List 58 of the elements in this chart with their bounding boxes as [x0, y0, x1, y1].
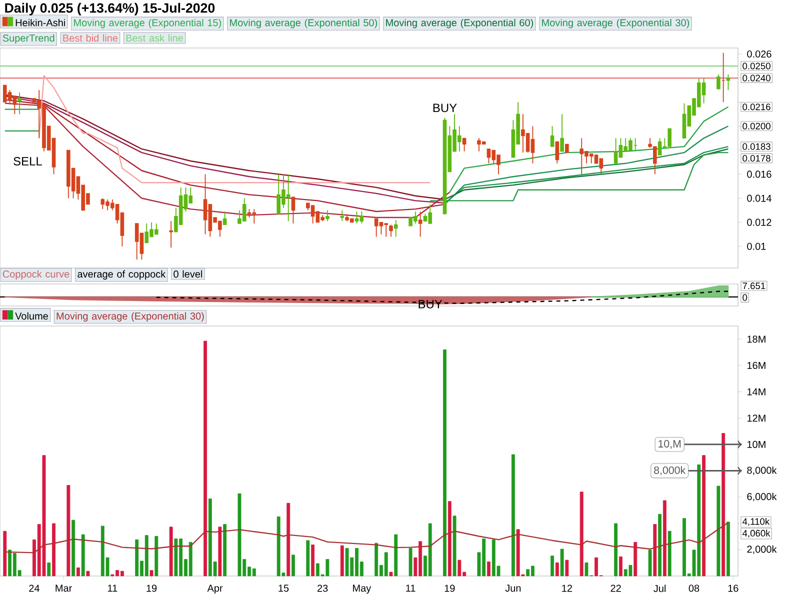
text: Moving average (Exponential 30) [56, 312, 204, 322]
x-tick-label: 19 [146, 584, 157, 592]
x-tick-label: 12 [562, 584, 572, 592]
x-tick-label: 08 [688, 584, 700, 592]
y-tick-label: 0.012 [747, 218, 772, 226]
text: SELL [14, 156, 42, 166]
y-tick-label: 0.014 [747, 194, 772, 202]
y-tick-label: 10M [747, 440, 766, 448]
x-tick-label: 11 [406, 584, 416, 592]
x-tick-label: Apr [207, 584, 223, 594]
series-label: Coppock curve [2, 270, 70, 280]
x-tick-label: 19 [444, 584, 455, 592]
annotation: 0.0178 [742, 155, 770, 162]
text: Moving average (Exponential 15) [74, 18, 222, 28]
x-tick-label: 16 [728, 584, 738, 592]
y-tick-label: 6,000k [747, 492, 777, 502]
annotation: 8,000k [654, 466, 686, 476]
y-tick-label: 16M [747, 362, 766, 370]
annotation: 0.0240 [742, 74, 770, 82]
y-tick-label: 0.01 [747, 242, 766, 250]
ref-line-label: 0 level [174, 270, 202, 278]
annotation: 4,110k [742, 518, 770, 526]
text: SuperTrend [2, 34, 54, 44]
text: Moving average (Exponential 30) [542, 18, 690, 28]
text: Moving average (Exponential 60) [386, 18, 534, 28]
x-tick-label: Jul [654, 584, 666, 592]
annotation: 0.0200 [742, 122, 770, 130]
annotation: 0.0183 [742, 143, 770, 150]
y-tick-label: 18M [747, 336, 766, 343]
annotation: 0 [742, 294, 748, 301]
x-tick-label: 15 [278, 584, 289, 592]
y-tick-label: 2,000k [747, 545, 777, 554]
x-tick-label: Jun [505, 584, 521, 592]
legend-label: Volume [15, 312, 48, 320]
ref-line-label: Best bid line [63, 34, 118, 42]
x-tick-label: 24 [29, 584, 40, 592]
series-label: average of coppock [78, 270, 166, 280]
x-tick-label: 23 [318, 584, 328, 592]
annotation: 7.651 [742, 282, 766, 290]
x-tick-label: 22 [610, 584, 621, 592]
text: Moving average (Exponential 50) [230, 18, 378, 28]
y-tick-label: 0.026 [747, 50, 772, 58]
annotation: 10,M [658, 440, 681, 449]
text: BUY [433, 104, 457, 112]
chart-title: Daily 0.025 (+13.64%) 15-Jul-2020 [5, 2, 215, 16]
x-tick-label: May [353, 584, 372, 594]
annotation: BUY [418, 300, 442, 308]
x-tick-label: Mar [56, 584, 72, 592]
annotation: 4,060k [742, 530, 770, 538]
y-tick-label: 8,000k [747, 466, 777, 475]
y-tick-label: 12M [747, 414, 766, 422]
x-tick-label: 11 [108, 584, 118, 592]
annotation: 0.0216 [742, 104, 770, 110]
y-tick-label: 0.016 [747, 170, 772, 178]
y-tick-label: 14M [747, 388, 766, 396]
annotation: 0.0250 [742, 62, 770, 70]
legend-label: Heikin-Ashi [16, 18, 65, 26]
ref-line-label: Best ask line [126, 34, 183, 42]
